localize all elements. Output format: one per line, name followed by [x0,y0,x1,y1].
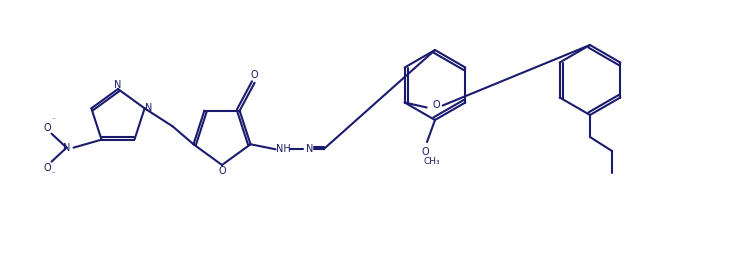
Text: N: N [306,144,314,154]
Text: NH: NH [276,144,291,154]
Text: O: O [218,166,226,176]
Text: N: N [114,80,121,90]
Text: O: O [433,100,441,111]
Text: O: O [251,70,258,80]
Text: O: O [421,147,429,157]
Text: O: O [43,163,52,173]
Text: ⁻: ⁻ [52,118,55,124]
Text: ⁻: ⁻ [52,172,55,178]
Text: N: N [63,143,70,153]
Text: N: N [145,103,152,113]
Text: O: O [43,123,52,133]
Text: CH₃: CH₃ [424,157,440,166]
